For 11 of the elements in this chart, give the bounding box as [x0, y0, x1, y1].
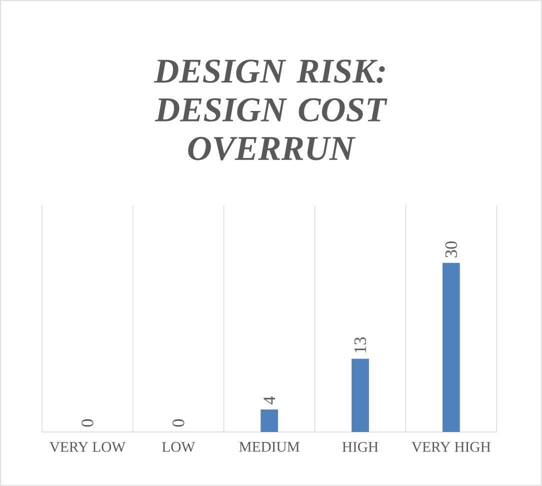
x-tick-label: HIGH	[342, 442, 378, 452]
data-label: 13	[354, 337, 366, 352]
x-tick-label: LOW	[162, 442, 196, 452]
x-tick-label: VERY LOW	[50, 442, 126, 452]
data-label: 4	[264, 396, 276, 404]
x-tick-label: VERY HIGH	[412, 442, 490, 452]
data-label: 30	[445, 241, 458, 258]
data-label: 0	[82, 419, 94, 427]
x-tick-label: MEDIUM	[239, 442, 300, 452]
chart-title: DESIGN RISK: DESIGN COST OVERRUN	[154, 60, 388, 160]
data-label: 0	[172, 419, 184, 427]
